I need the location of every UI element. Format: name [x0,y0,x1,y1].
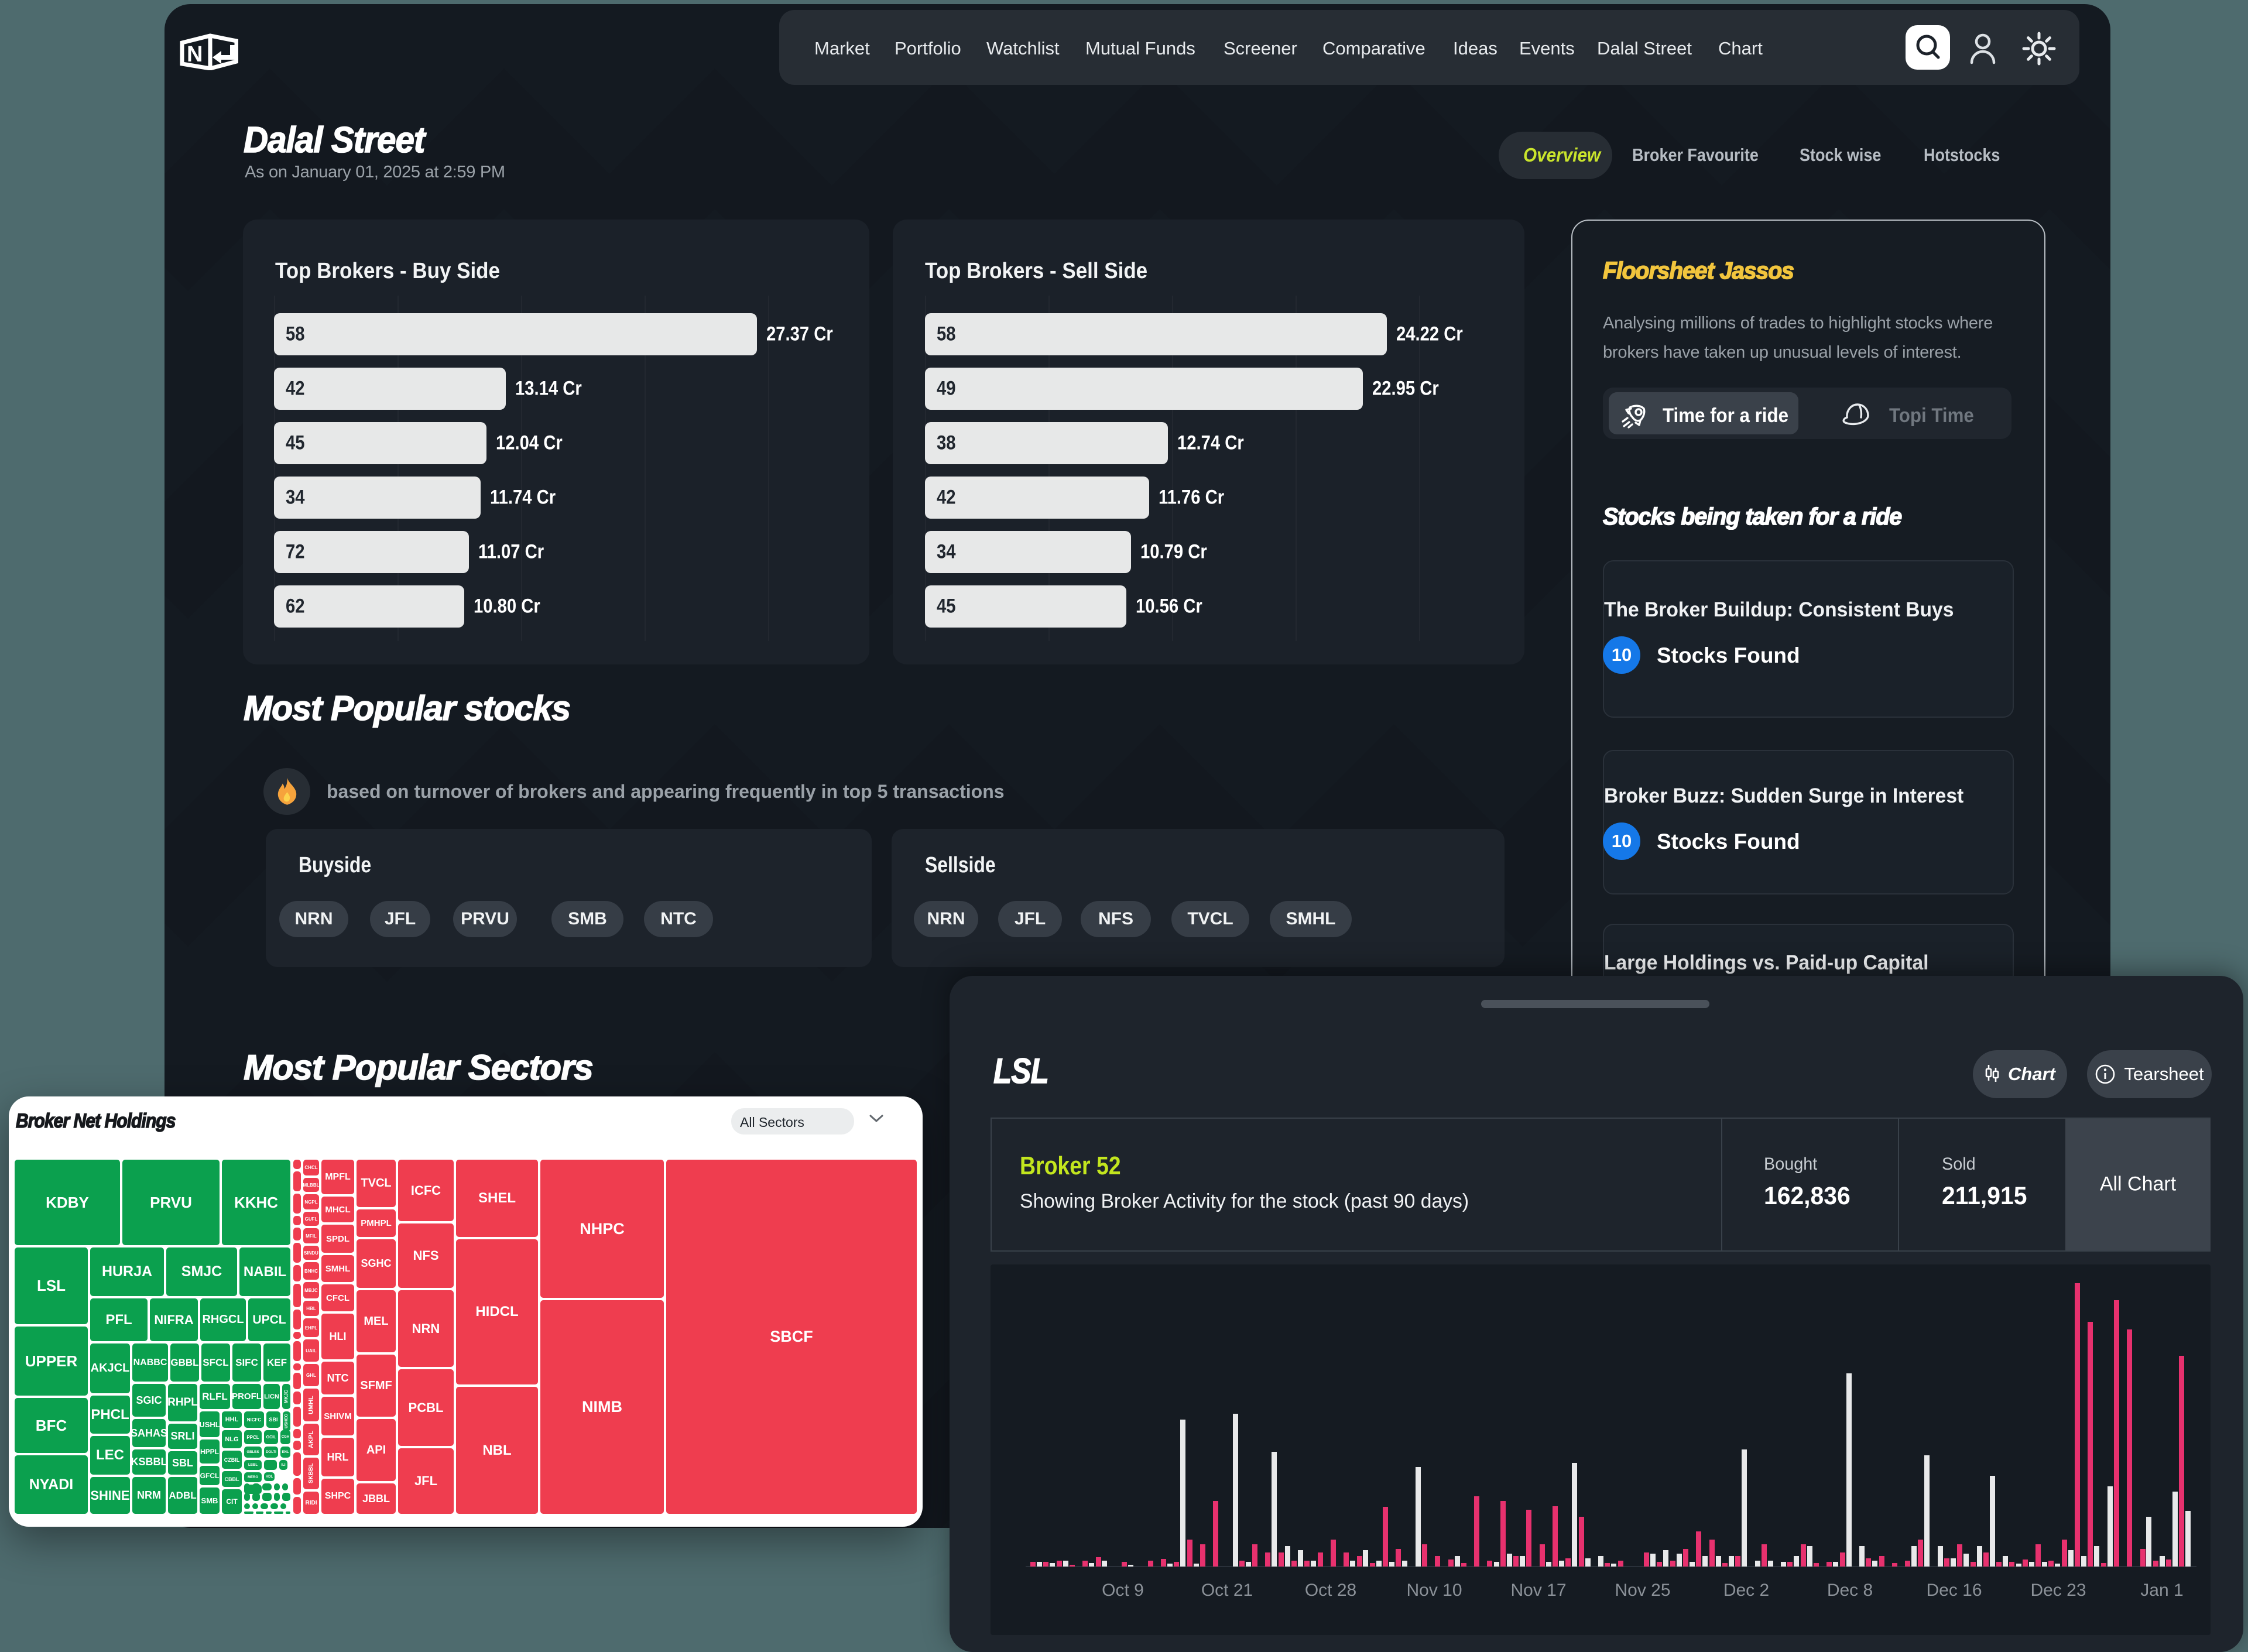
svg-text:Dec 8: Dec 8 [1827,1581,1873,1600]
svg-text:Jan 1: Jan 1 [2140,1581,2183,1600]
svg-text:Oct 28: Oct 28 [1305,1581,1356,1600]
svg-text:Nov 17: Nov 17 [1510,1581,1566,1600]
svg-text:Nov 10: Nov 10 [1406,1581,1462,1600]
svg-text:N: N [187,42,203,67]
svg-text:Nov 25: Nov 25 [1615,1581,1670,1600]
svg-text:Dec 23: Dec 23 [2030,1581,2086,1600]
svg-text:Oct 21: Oct 21 [1201,1581,1253,1600]
svg-text:Dec 16: Dec 16 [1926,1581,1982,1600]
svg-text:Oct 9: Oct 9 [1102,1581,1144,1600]
svg-text:Dec 2: Dec 2 [1723,1581,1769,1600]
